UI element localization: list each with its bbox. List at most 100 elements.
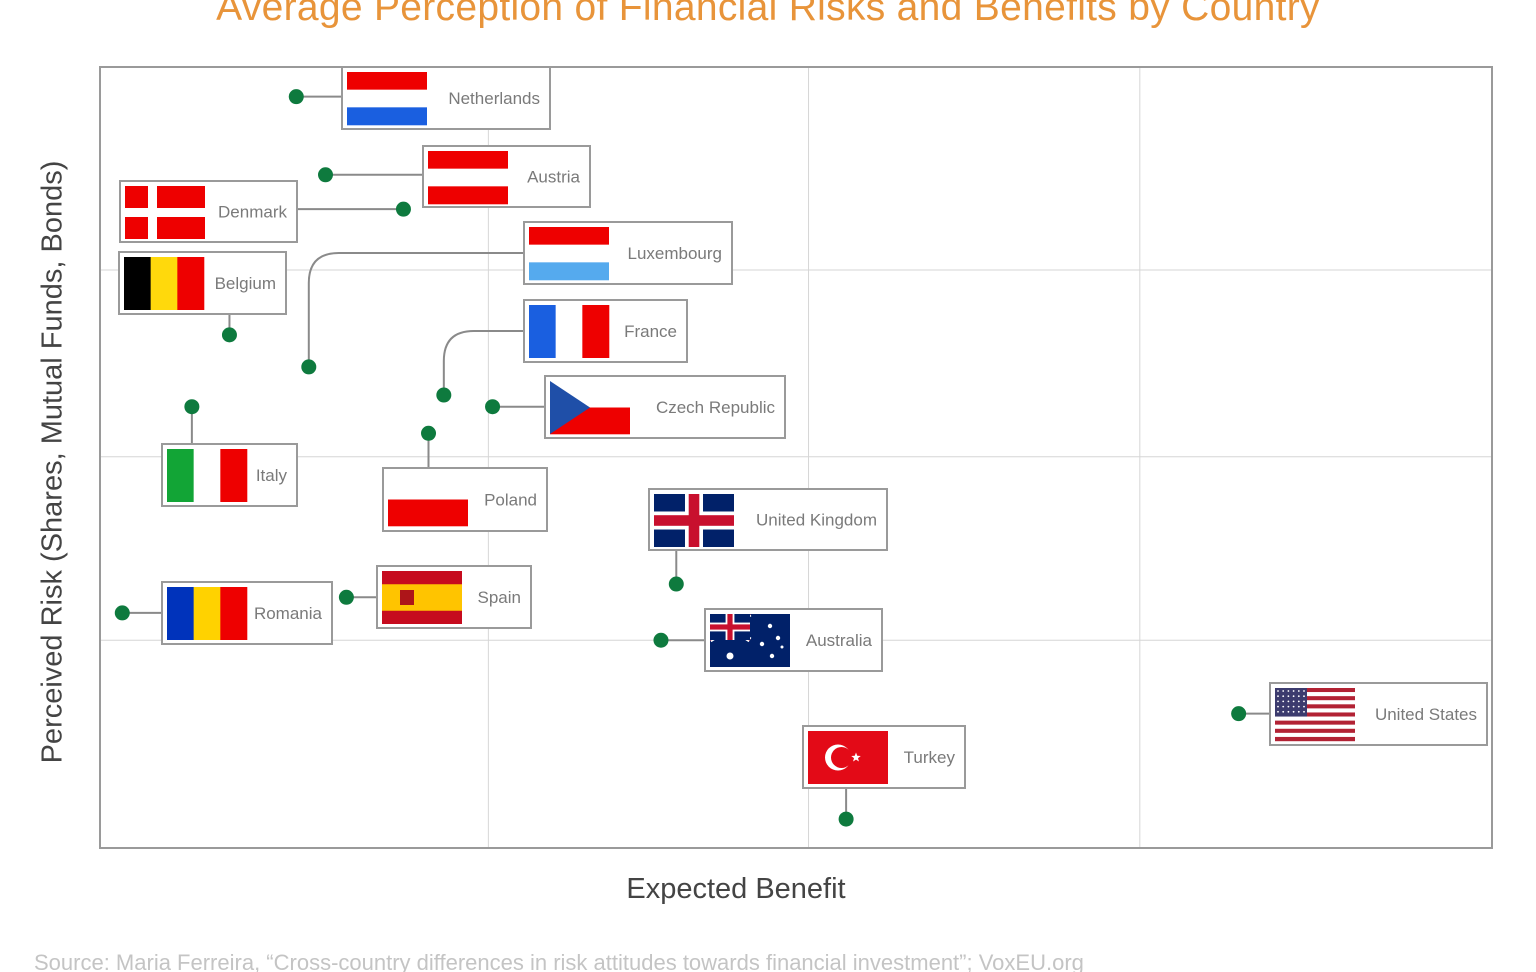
country-label: Spain [478, 588, 521, 607]
star [1297, 705, 1300, 708]
data-point-ro: Romania [114, 581, 333, 645]
country-label: Denmark [218, 203, 287, 222]
star [1303, 700, 1305, 703]
data-point-nl: Netherlands [288, 66, 551, 130]
star [1282, 695, 1285, 698]
flag-part [347, 107, 427, 126]
x-axis-label: Expected Benefit [626, 873, 846, 905]
country-label: United States [1375, 705, 1477, 724]
data-point-au: Australia [653, 608, 883, 672]
data-point-marker [485, 399, 501, 415]
gb-flag-icon [654, 494, 734, 547]
star [1292, 700, 1295, 703]
flag-part [193, 449, 221, 502]
flag-part [654, 515, 734, 526]
star [1292, 690, 1295, 692]
country-label: Australia [806, 631, 873, 650]
flag-part [177, 257, 205, 310]
data-point-tr: Turkey [802, 725, 966, 827]
star [1282, 690, 1285, 692]
lu-flag-icon [529, 227, 609, 281]
data-point-marker [668, 576, 684, 592]
y-axis-label: Perceived Risk (Shares, Mutual Funds, Bo… [36, 160, 69, 764]
flag-part [1275, 732, 1355, 738]
country-label: Romania [254, 604, 323, 623]
tr-flag-icon [808, 731, 888, 784]
country-label: France [624, 322, 677, 341]
at-flag-icon [428, 151, 508, 205]
star [769, 653, 775, 659]
flag-part [1275, 728, 1355, 734]
data-point-marker [1231, 706, 1247, 722]
data-point-at: Austria [318, 145, 591, 208]
star [1297, 700, 1300, 703]
data-point-lu: Luxembourg [301, 221, 733, 375]
ro-flag-icon [167, 587, 248, 640]
flag-part [529, 305, 556, 358]
pl-flag-icon [388, 473, 468, 527]
star [1287, 705, 1290, 708]
data-point-es: Spain [338, 565, 532, 629]
star [775, 635, 781, 641]
star [726, 652, 734, 660]
data-point-gb: United Kingdom [648, 488, 888, 592]
flag-part [1275, 708, 1355, 713]
data-point-it: Italy [161, 399, 298, 507]
data-point-marker [421, 425, 437, 441]
flag-part [1275, 704, 1355, 709]
flag-part [193, 587, 221, 640]
data-point-marker [653, 632, 669, 648]
flag-part [1275, 692, 1355, 697]
star [1287, 700, 1290, 703]
data-point-marker [318, 167, 334, 183]
star [1277, 700, 1279, 703]
star [1277, 710, 1279, 713]
flag-part [382, 584, 462, 611]
star [851, 752, 861, 762]
star [1282, 705, 1285, 708]
flag-part [1275, 736, 1355, 742]
star [1303, 710, 1305, 713]
flag-part [347, 72, 427, 90]
country-label: Netherlands [448, 89, 540, 108]
data-point-marker [436, 387, 452, 403]
star [1277, 705, 1279, 708]
data-point-pl: Poland [382, 425, 548, 532]
cz-flag-icon [550, 381, 630, 435]
flag-part [1275, 724, 1355, 729]
connector-line [307, 252, 524, 367]
be-flag-icon [124, 257, 205, 310]
flag-part [1275, 716, 1355, 721]
flag-part [167, 449, 194, 502]
chart-title: Average Perception of Financial Risks an… [216, 0, 1320, 29]
star [1277, 695, 1279, 698]
flag-part [529, 244, 609, 263]
fr-flag-icon [529, 305, 610, 358]
nl-flag-icon [347, 72, 427, 126]
country-label: United Kingdom [756, 511, 877, 530]
us-flag-icon [1275, 688, 1355, 742]
flag-part [529, 262, 609, 281]
es-flag-icon [382, 571, 462, 624]
flag-part [1275, 696, 1355, 701]
flag-part [428, 186, 508, 205]
flag-part [150, 257, 178, 310]
flag-part [529, 227, 609, 245]
data-point-marker [395, 201, 411, 217]
star [1282, 710, 1285, 713]
star [1292, 710, 1295, 713]
star [1287, 690, 1290, 692]
data-point-marker [288, 89, 304, 105]
data-point-fr: France [436, 299, 688, 403]
flag-part [125, 208, 205, 217]
star [1282, 700, 1285, 703]
flag-part [428, 151, 508, 169]
star [1287, 710, 1290, 713]
data-point-marker [114, 605, 130, 621]
star [780, 645, 784, 649]
star [1292, 695, 1295, 698]
star [1297, 695, 1300, 698]
flag-part [347, 89, 427, 108]
it-flag-icon [167, 449, 248, 502]
data-point-dk: Denmark [119, 180, 411, 243]
